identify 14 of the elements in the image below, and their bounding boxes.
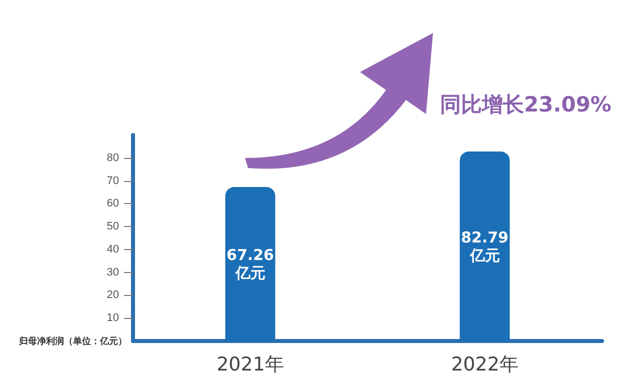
y-tick-label: 40 (106, 243, 119, 256)
y-tick-label: 50 (106, 220, 119, 233)
x-tick-label: 2021年 (216, 354, 284, 376)
y-tick-label: 80 (106, 152, 119, 164)
y-tick-label: 20 (106, 289, 119, 302)
y-tick-label: 70 (106, 174, 119, 187)
y-axis-title: 归母净利润（单位：亿元） (18, 336, 127, 346)
y-tick-label: 60 (106, 198, 119, 210)
data-label: 82.79 亿元 (461, 228, 508, 264)
y-tick-label: 30 (106, 266, 119, 278)
x-tick-label: 2022年 (451, 354, 518, 376)
text: 同比增长23.09% (440, 92, 612, 116)
y-tick-label: 10 (106, 312, 119, 324)
data-label: 67.26 亿元 (226, 246, 274, 282)
